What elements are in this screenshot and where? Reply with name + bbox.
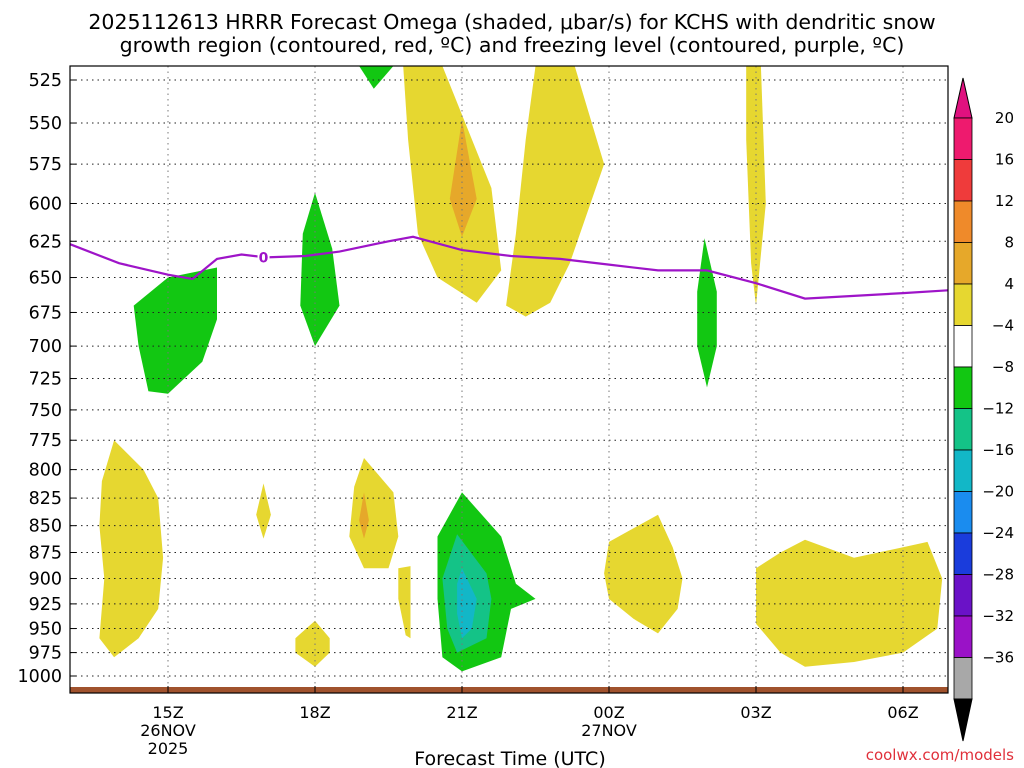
colorbar-label-9: −20 (982, 483, 1014, 501)
plot-frame (69, 65, 949, 694)
colorbar-band-8 (953, 449, 973, 492)
omega-region-yellow-small-20z (398, 566, 411, 639)
y-tick-label-875: 875 (29, 543, 62, 563)
y-tick-label-700: 700 (29, 337, 62, 357)
omega-region-orange-upper-21z (449, 119, 477, 237)
y-tick-label-825: 825 (29, 489, 62, 509)
y-tick-label-975: 975 (29, 644, 62, 664)
x-tick-label-15-0: 15Z (152, 703, 183, 722)
colorbar-label-10: −24 (982, 524, 1014, 542)
omega-region-green-upper-26z (697, 238, 717, 388)
colorbar-label-12: −32 (982, 607, 1014, 625)
omega-region-yellow-mid-19z (349, 458, 399, 569)
omega-region-green-top-19z (359, 66, 394, 89)
colorbar-bottom-arrow (953, 698, 973, 742)
plot-area: 0 525 550 575 600 625 650 675 700 725 750 775 800 82… (17, 65, 949, 758)
omega-region-yellow-lower-18z (295, 620, 330, 667)
omega-region-yellow-lower-right (756, 539, 943, 667)
freezing-level-contour: 0 (69, 235, 949, 300)
freezing-level-label: 0 (259, 250, 269, 266)
y-tick-label-625: 625 (29, 232, 62, 252)
y-tick-label-600: 600 (29, 195, 62, 215)
omega-region-yellow-lower-00z (604, 514, 683, 634)
omega-region-cyan-lower-21z (457, 568, 477, 639)
x-tick-label-24-1: 27NOV (581, 721, 637, 740)
colorbar-label-11: −28 (982, 566, 1014, 584)
colorbar-band-10 (953, 532, 973, 575)
x-tick-label-24-0: 00Z (593, 703, 624, 722)
colorbar-band-5 (953, 325, 973, 368)
colorbar-label-0: 20 (995, 109, 1014, 127)
colorbar-band-4 (953, 283, 973, 326)
y-tick-label-575: 575 (29, 155, 62, 175)
y-tick-label-775: 775 (29, 431, 62, 451)
colorbar-band-13 (953, 657, 973, 700)
pressure-axis: 525 550 575 600 625 650 675 700 725 750 775 800 825 8… (17, 71, 76, 687)
colorbar-label-13: −36 (982, 649, 1014, 667)
colorbar-label-3: 8 (1004, 234, 1014, 252)
colorbar-label-1: 16 (995, 151, 1014, 169)
colorbar-label-7: −12 (982, 400, 1014, 418)
x-tick-label-18-0: 18Z (299, 703, 330, 722)
colorbar-band-12 (953, 615, 973, 658)
omega-region-yellow-lower-left (99, 440, 164, 658)
x-tick-label-15-2: 2025 (148, 739, 189, 758)
colorbar-band-2 (953, 200, 973, 243)
colorbar-top-arrow (953, 77, 973, 119)
x-tick-label-30-0: 06Z (887, 703, 918, 722)
colorbar-band-7 (953, 408, 973, 451)
x-tick-label-15-1: 26NOV (140, 721, 196, 740)
omega-region-yellow-upper-23z (506, 66, 605, 317)
colorbar-label-5: −4 (992, 317, 1014, 335)
colorbar-band-6 (953, 366, 973, 409)
site-credit: coolwx.com/models (866, 746, 1014, 764)
chart-title: 2025112613 HRRR Forecast Omega (shaded, … (88, 10, 935, 57)
y-tick-label-550: 550 (29, 114, 62, 134)
y-tick-label-800: 800 (29, 461, 62, 481)
x-tick-label-27-0: 03Z (740, 703, 771, 722)
y-tick-label-900: 900 (29, 570, 62, 590)
freezing-level-line (69, 235, 949, 300)
y-tick-label-1000: 1000 (17, 667, 62, 687)
y-tick-label-525: 525 (29, 71, 62, 91)
colorbar-band-0 (953, 117, 973, 160)
y-tick-label-650: 650 (29, 269, 62, 289)
omega-region-yellow-small-17z (256, 483, 271, 539)
omega-region-yellow-upper-03z (746, 66, 766, 306)
colorbar-band-1 (953, 159, 973, 202)
colorbar-band-11 (953, 574, 973, 617)
omega-region-green-upper-left (133, 267, 217, 394)
grid-lines (70, 66, 948, 693)
x-tick-label-21-0: 21Z (446, 703, 477, 722)
title-line-1: 2025112613 HRRR Forecast Omega (shaded, … (88, 10, 935, 34)
omega-region-green-upper-18z (300, 192, 340, 347)
colorbar-label-2: 12 (995, 192, 1014, 210)
title-line-2: growth region (contoured, red, ºC) and f… (120, 33, 905, 57)
ground-bar (70, 687, 948, 693)
y-tick-label-950: 950 (29, 620, 62, 640)
omega-region-orange-mid-19z (359, 492, 369, 539)
colorbar-label-8: −16 (982, 441, 1014, 459)
y-tick-label-675: 675 (29, 303, 62, 323)
colorbar-band-3 (953, 242, 973, 285)
x-axis-label: Forecast Time (UTC) (414, 748, 605, 768)
y-tick-label-850: 850 (29, 517, 62, 537)
y-tick-label-925: 925 (29, 595, 62, 615)
freezing-level-label-bg (257, 249, 270, 266)
colorbar-label-6: −8 (992, 358, 1014, 376)
y-tick-label-750: 750 (29, 401, 62, 421)
omega-shading (99, 66, 943, 672)
y-tick-label-725: 725 (29, 370, 62, 390)
colorbar-band-9 (953, 491, 973, 534)
omega-colorbar: 20 16 12 8 4 −4 −8 −12 −16 −20 −24 −28 −32 −36 (953, 77, 1014, 742)
colorbar-label-4: 4 (1004, 275, 1014, 293)
